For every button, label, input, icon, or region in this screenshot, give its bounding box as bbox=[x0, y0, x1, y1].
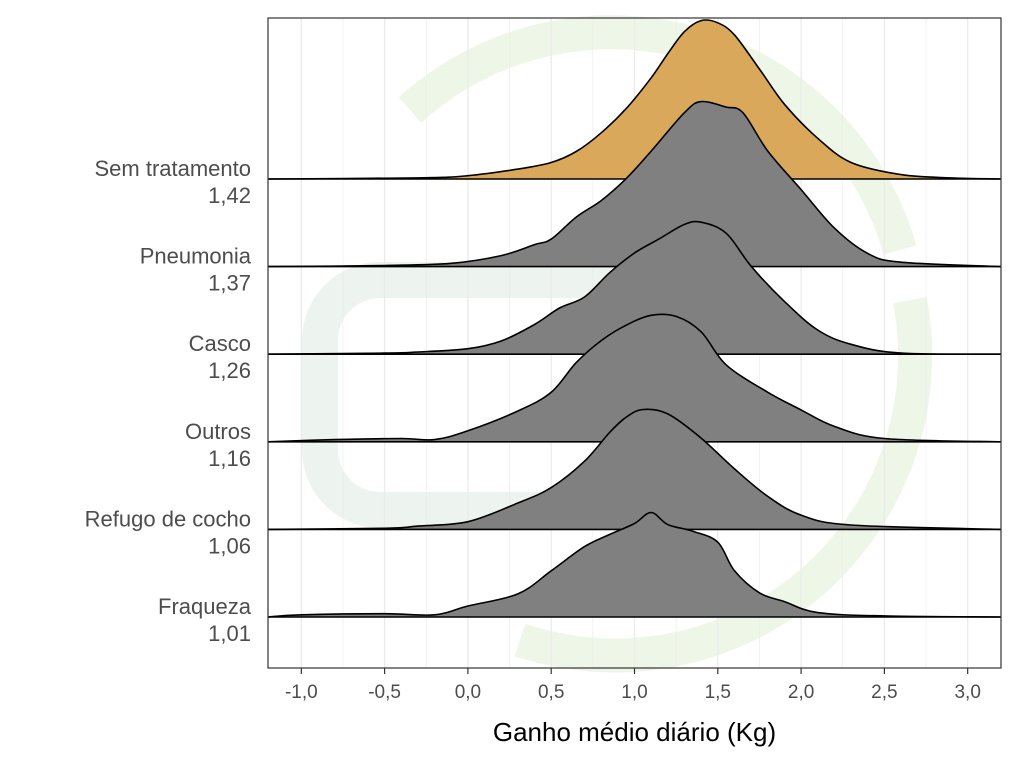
ridge-fill-casco bbox=[268, 221, 1001, 355]
x-tick-label: -0,5 bbox=[368, 682, 401, 703]
ridge-line-pneumonia bbox=[267, 100, 1002, 268]
x-tick-label: 3,0 bbox=[954, 682, 980, 703]
category-mean: 1,37 bbox=[208, 271, 251, 296]
density-ridges bbox=[267, 19, 1002, 618]
category-mean: 1,01 bbox=[208, 621, 251, 646]
category-mean: 1,16 bbox=[208, 446, 251, 471]
x-tick-label: 1,0 bbox=[621, 682, 647, 703]
x-tick-label: 0,5 bbox=[538, 682, 564, 703]
x-axis: -1,0 -0,5 0,0 0,5 1,0 1,5 2,0 2,5 3,0 bbox=[285, 668, 981, 703]
x-tick-label: 1,5 bbox=[705, 682, 731, 703]
x-tick-label: -1,0 bbox=[285, 682, 318, 703]
category-name: Fraqueza bbox=[158, 594, 252, 619]
ridge-line-outros bbox=[267, 313, 1002, 443]
ridge-fill-refugo-de-cocho bbox=[268, 409, 1001, 530]
ridge-line-fraqueza bbox=[267, 511, 1002, 618]
category-mean: 1,26 bbox=[208, 358, 251, 383]
category-label-outros: Outros 1,16 bbox=[185, 419, 251, 471]
category-label-pneumonia: Pneumonia 1,37 bbox=[140, 244, 252, 296]
category-name: Pneumonia bbox=[140, 244, 252, 269]
x-axis-title: Ganho médio diário (Kg) bbox=[493, 717, 776, 747]
x-tick-label: 2,5 bbox=[871, 682, 897, 703]
x-tick-label: 2,0 bbox=[788, 682, 814, 703]
category-label-fraqueza: Fraqueza 1,01 bbox=[158, 594, 252, 646]
category-name: Casco bbox=[189, 331, 251, 356]
ridge-line-refugo-de-cocho bbox=[267, 408, 1002, 531]
category-mean: 1,06 bbox=[208, 533, 251, 558]
category-name: Refugo de cocho bbox=[85, 506, 251, 531]
ridge-fill-outros bbox=[268, 314, 1001, 442]
category-label-refugo-de-cocho: Refugo de cocho 1,06 bbox=[85, 506, 251, 558]
category-name: Sem tratamento bbox=[94, 156, 251, 181]
category-name: Outros bbox=[185, 419, 251, 444]
ridge-line-casco bbox=[267, 220, 1002, 356]
x-tick-label: 0,0 bbox=[455, 682, 481, 703]
category-label-casco: Casco 1,26 bbox=[189, 331, 251, 383]
ridge-fill-pneumonia bbox=[268, 101, 1001, 267]
ridge-fill-fraqueza bbox=[268, 512, 1001, 617]
category-labels: Sem tratamento 1,42 Pneumonia 1,37 Casco 1,26… bbox=[85, 156, 252, 646]
category-label-sem-tratamento: Sem tratamento 1,42 bbox=[94, 156, 251, 208]
category-mean: 1,42 bbox=[208, 183, 251, 208]
ridge-line-sem-tratamento bbox=[267, 19, 1002, 180]
